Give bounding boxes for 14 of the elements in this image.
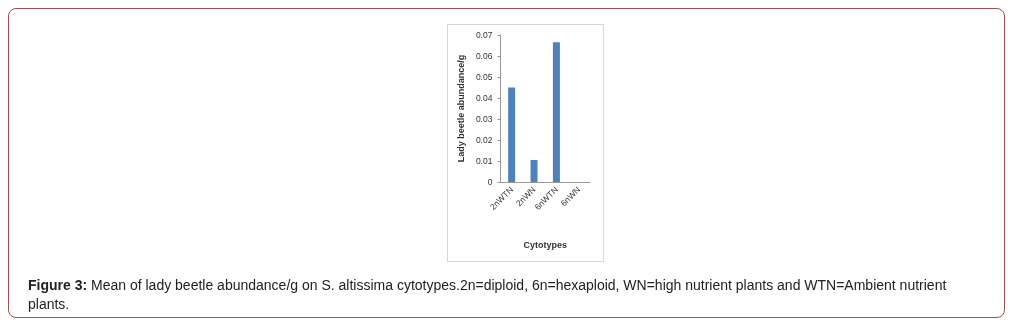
text: Figure 3: Mean of lady beetle abundance/g on S. altissima cytotypes.2n=diploid, 6n=hexaploid, WN=high nutrient plants and WTN=Ambient nutrient plants. [28,277,947,312]
y-tick-label: 0 [487,177,493,187]
x-axis-title: Cytotypes [523,239,567,250]
bar [508,87,516,182]
y-tick-label: 0.07 [475,30,493,40]
y-tick-label: 0.05 [475,72,493,82]
bar [530,159,538,182]
y-tick-label: 0.03 [475,114,493,124]
y-tick-label: 0.06 [475,51,493,61]
y-tick-label: 0.02 [475,135,493,145]
y-tick-label: 0.01 [475,156,493,166]
y-axis-title: Lady beetle abundance/g [455,54,466,163]
y-tick-label: 0.04 [475,93,493,103]
bar [552,42,560,182]
